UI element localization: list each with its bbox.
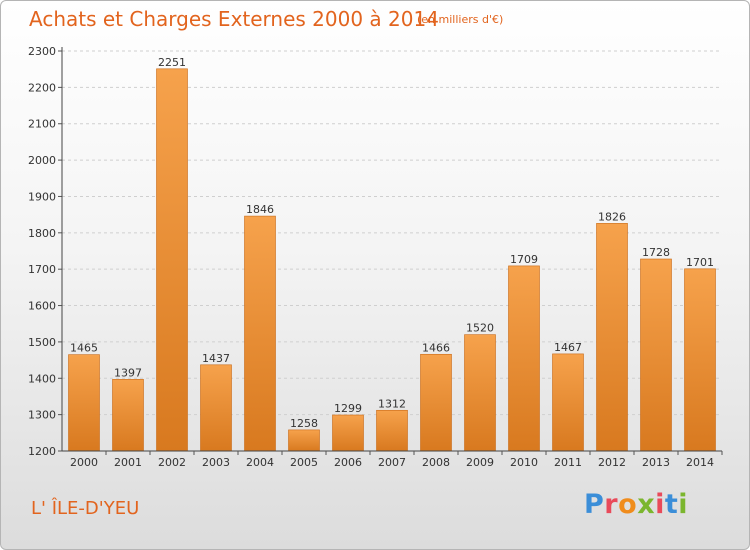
value-label: 1467 [554,341,582,354]
bar[interactable] [552,353,584,452]
y-tick-label: 1800 [28,227,56,240]
x-tick-label: 2005 [290,456,318,469]
y-tick-label: 1600 [28,300,56,313]
x-tick-label: 2001 [114,456,142,469]
logo-letter: t [664,489,679,520]
bar[interactable] [288,429,320,452]
logo-letter: i [655,489,665,520]
logo-letter: i [678,489,689,520]
y-tick-label: 1900 [28,190,56,203]
chart-subtitle: (en milliers d'€) [417,13,504,26]
value-label: 1437 [202,352,230,365]
x-tick-label: 2013 [642,456,670,469]
bar[interactable] [596,223,628,452]
value-label: 1258 [290,417,318,430]
x-tick-label: 2007 [378,456,406,469]
y-tick-label: 1300 [28,409,56,422]
bar[interactable] [200,364,232,452]
x-tick-label: 2003 [202,456,230,469]
y-tick-label: 2200 [28,81,56,94]
x-tick-label: 2006 [334,456,362,469]
logo-letter: x [637,489,656,520]
logo-letter: P [584,489,605,520]
y-tick-label: 1200 [28,445,56,458]
x-tick-label: 2002 [158,456,186,469]
y-tick-label: 2000 [28,154,56,167]
y-tick-label: 1400 [28,372,56,385]
value-label: 1701 [686,256,714,269]
bar[interactable] [376,409,408,452]
bar[interactable] [464,334,496,452]
value-label: 1299 [334,402,362,415]
logo-letter: o [618,489,638,520]
value-label: 1709 [510,253,538,266]
y-tick-label: 1700 [28,263,56,276]
x-tick-label: 2014 [686,456,714,469]
place-name: L' ÎLE-D'YEU [31,498,140,519]
value-label: 1728 [642,246,670,259]
bar[interactable] [332,414,364,452]
proxiti-logo[interactable]: Proxiti [584,489,688,520]
x-tick-label: 2008 [422,456,450,469]
y-tick-label: 1500 [28,336,56,349]
value-label: 1397 [114,366,142,379]
value-label: 1846 [246,203,274,216]
y-tick-label: 2300 [28,45,56,58]
bar[interactable] [640,258,672,452]
bar[interactable] [420,353,452,452]
bar[interactable] [684,268,716,452]
value-label: 1520 [466,322,494,335]
bar[interactable] [508,265,540,452]
value-label: 1466 [422,341,450,354]
value-label: 1312 [378,397,406,410]
x-tick-label: 2011 [554,456,582,469]
x-tick-label: 2000 [70,456,98,469]
bar[interactable] [156,68,188,452]
x-tick-label: 2009 [466,456,494,469]
bar[interactable] [68,354,100,452]
x-tick-label: 2012 [598,456,626,469]
bar[interactable] [112,379,144,452]
x-tick-label: 2004 [246,456,274,469]
value-label: 2251 [158,56,186,69]
x-tick-label: 2010 [510,456,538,469]
logo-letter: r [604,489,619,520]
y-tick-label: 2100 [28,118,56,131]
chart-title: Achats et Charges Externes 2000 à 2014 [29,7,439,31]
value-label: 1826 [598,210,626,223]
bar[interactable] [244,215,276,452]
value-label: 1465 [70,342,98,355]
